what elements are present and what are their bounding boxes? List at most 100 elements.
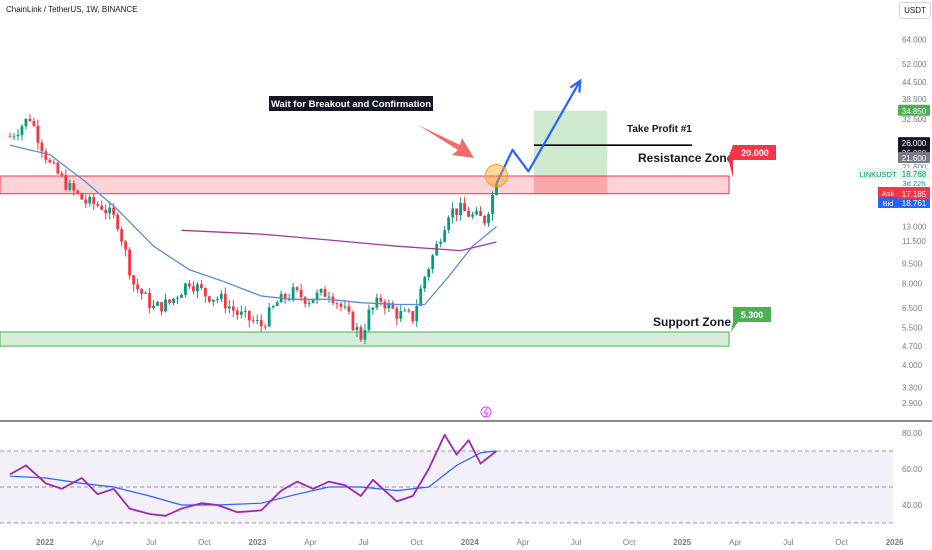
x-tick-label: 2022 xyxy=(36,538,54,547)
y-tick-label: 4.000 xyxy=(902,361,923,370)
event-icon xyxy=(480,406,492,418)
support-value: 5.300 xyxy=(741,310,764,320)
candle-body xyxy=(116,214,120,230)
candle-body xyxy=(32,120,36,126)
candle-body xyxy=(120,229,124,242)
tag-last: 18.768 xyxy=(902,170,927,179)
y-tick-label: 2.900 xyxy=(902,399,923,408)
candle-body xyxy=(207,296,211,302)
candle-body xyxy=(124,241,128,250)
candle-body xyxy=(184,283,187,295)
y-tick-label: 32.500 xyxy=(902,115,927,124)
candle-body xyxy=(168,299,171,303)
tag-grey-bg xyxy=(898,152,930,163)
candle-body xyxy=(395,308,399,319)
resistance-value: 20.000 xyxy=(741,148,769,158)
candle-body xyxy=(136,284,140,290)
x-tick-label: Apr xyxy=(729,538,742,547)
candle-body xyxy=(459,203,463,216)
candle-body xyxy=(140,289,143,294)
breakout-marker xyxy=(485,163,509,187)
x-tick-label: Apr xyxy=(92,538,105,547)
candle-body xyxy=(84,199,88,204)
candle-body xyxy=(315,292,319,301)
lightning-icon xyxy=(483,407,489,418)
y-tick-label: 9.500 xyxy=(902,259,923,268)
resistance-callout xyxy=(728,145,776,178)
candle-body xyxy=(447,217,451,231)
candle-body xyxy=(307,302,311,304)
candle-body xyxy=(176,297,179,299)
candle-body xyxy=(128,249,132,276)
candle-body xyxy=(100,205,104,210)
tag-countdown: 3d 22h xyxy=(903,179,926,188)
candle-body xyxy=(164,299,167,312)
candle-body xyxy=(387,303,391,309)
take-profit-label: Take Profit #1 xyxy=(627,124,692,135)
candle-body xyxy=(28,118,32,121)
candle-body xyxy=(407,310,411,312)
ma-slow-line xyxy=(181,229,497,252)
candle-body xyxy=(180,294,183,298)
candle-body xyxy=(291,287,295,300)
x-tick-label: 2025 xyxy=(673,538,691,547)
axes: 64.00052.00044.50038.50032.50026.00023.5… xyxy=(0,35,932,547)
x-tick-label: Jul xyxy=(783,538,793,547)
y-tick-label: 4.700 xyxy=(902,342,923,351)
y-tick-label: 3.300 xyxy=(902,384,923,393)
candle-body xyxy=(383,301,387,309)
candle-body xyxy=(16,134,20,137)
candle-body xyxy=(431,255,435,270)
x-tick-label: Jul xyxy=(146,538,156,547)
candle-body xyxy=(200,284,203,288)
candle-body xyxy=(251,320,255,322)
candle-body xyxy=(283,293,287,300)
moving-averages xyxy=(9,144,497,306)
resistance-zone xyxy=(0,175,730,195)
candle-body xyxy=(40,142,44,152)
candle-body xyxy=(467,210,470,217)
tag-bid-bg xyxy=(898,197,930,208)
wait-arrow xyxy=(418,125,474,158)
x-tick-label: 2026 xyxy=(886,538,904,547)
candle-body xyxy=(112,207,116,215)
rsi-line xyxy=(9,433,498,517)
candle-body xyxy=(363,329,367,340)
x-tick-label: 2024 xyxy=(461,538,479,547)
candle-body xyxy=(343,306,347,308)
candle-body xyxy=(427,269,431,278)
candle-body xyxy=(56,162,60,174)
candle-body xyxy=(223,293,227,309)
candle-body xyxy=(160,302,163,312)
target-box xyxy=(534,110,607,176)
trade-plan: Wait for Breakout and Confirmation Take P… xyxy=(269,78,776,418)
rsi-tick-label: 80.00 xyxy=(902,429,923,438)
wait-label-bg xyxy=(269,96,433,111)
tag-tp-a: 26.000 xyxy=(902,139,927,148)
projection-path xyxy=(495,80,582,184)
x-tick-label: Jul xyxy=(358,538,368,547)
candle-body xyxy=(491,195,494,214)
candle-body xyxy=(415,305,419,322)
candle-body xyxy=(72,183,76,191)
candle-body xyxy=(148,292,151,309)
tag-bid-label: Bid xyxy=(883,199,894,208)
candle-body xyxy=(367,309,371,330)
candle-body xyxy=(152,305,155,309)
candle-body xyxy=(463,203,467,211)
tag-stop-bg xyxy=(898,187,930,199)
candle-body xyxy=(48,159,52,163)
candle-body xyxy=(60,173,64,176)
candle-body xyxy=(243,310,247,312)
candle-body xyxy=(92,196,96,205)
candle-body xyxy=(76,190,80,194)
currency-unit-button[interactable]: USDT xyxy=(899,2,931,19)
candle-body xyxy=(44,151,48,160)
candle-body xyxy=(403,310,407,312)
tag-symbol: LINKUSDT xyxy=(859,170,897,179)
candle-body xyxy=(172,298,175,303)
candle-body xyxy=(156,302,159,306)
y-tick-label: 64.000 xyxy=(902,35,927,44)
bid-label-bg xyxy=(878,197,898,208)
